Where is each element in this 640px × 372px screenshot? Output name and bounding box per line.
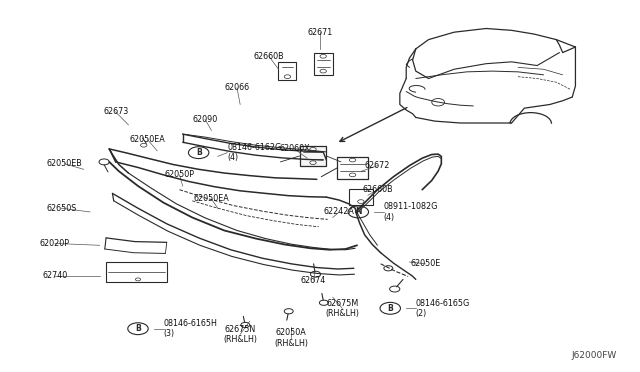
Text: 62050E: 62050E (410, 259, 440, 268)
Text: 62671: 62671 (307, 28, 333, 37)
Text: 62672: 62672 (365, 161, 390, 170)
Bar (349, 189, 373, 205)
Text: 62242A: 62242A (324, 208, 355, 217)
Text: 08146-6165H
(3): 08146-6165H (3) (164, 319, 218, 339)
Text: J62000FW: J62000FW (572, 351, 617, 360)
Text: 62673: 62673 (103, 108, 128, 116)
Text: 08146-6165G
(2): 08146-6165G (2) (416, 299, 470, 318)
Bar (337, 157, 368, 179)
Bar (300, 146, 326, 166)
Text: 62660B: 62660B (362, 185, 393, 194)
Text: B: B (135, 324, 141, 333)
Bar (106, 262, 167, 282)
Text: 08911-1082G
(4): 08911-1082G (4) (384, 202, 438, 222)
Text: 62050A
(RH&LH): 62050A (RH&LH) (275, 328, 308, 348)
Text: 62050EB: 62050EB (47, 159, 83, 168)
Text: 62050P: 62050P (164, 170, 195, 179)
Text: 08146-6162G
(4): 08146-6162G (4) (227, 143, 282, 162)
Text: 62020P: 62020P (40, 239, 70, 248)
Text: B: B (387, 304, 393, 313)
Text: B: B (196, 148, 202, 157)
Text: 62050EA: 62050EA (193, 195, 229, 203)
Text: 62674: 62674 (301, 276, 326, 285)
Bar (278, 62, 296, 80)
Text: 62066: 62066 (225, 83, 250, 92)
Text: 62050EA: 62050EA (130, 135, 166, 144)
Text: 62675M
(RH&LH): 62675M (RH&LH) (325, 299, 359, 318)
Bar (314, 52, 333, 75)
Text: N: N (355, 208, 362, 217)
Text: 62660B: 62660B (253, 52, 284, 61)
Text: 62740: 62740 (42, 271, 68, 280)
Text: 62675N
(RH&LH): 62675N (RH&LH) (223, 324, 257, 344)
Text: 62650S: 62650S (46, 204, 77, 213)
Text: 62060X: 62060X (279, 144, 310, 153)
Text: 62090: 62090 (193, 115, 218, 124)
